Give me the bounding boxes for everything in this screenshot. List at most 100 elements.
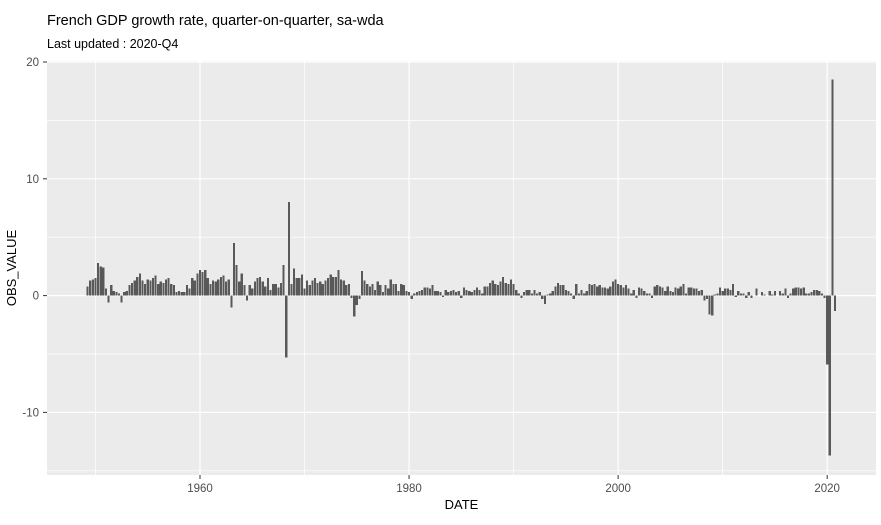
gdp-bar bbox=[635, 295, 638, 298]
gdp-bar bbox=[507, 283, 510, 296]
gdp-bar bbox=[496, 285, 500, 296]
gdp-bar bbox=[441, 295, 445, 297]
gdp-bar bbox=[157, 283, 160, 296]
gdp-bar bbox=[590, 285, 594, 296]
gdp-bar bbox=[703, 295, 706, 301]
gdp-bar bbox=[815, 289, 818, 296]
gdp-bar bbox=[669, 290, 672, 296]
gdp-bar bbox=[794, 287, 797, 296]
gdp-bar bbox=[760, 292, 763, 296]
gdp-bar bbox=[447, 292, 450, 296]
gdp-bar bbox=[525, 289, 528, 296]
gdp-bar bbox=[345, 285, 348, 296]
gdp-bar bbox=[102, 267, 105, 296]
gdp-bar bbox=[167, 278, 170, 296]
gdp-bar bbox=[588, 283, 591, 296]
axis-layer: 20 10 0 -10 1960 1980 2000 2020 bbox=[22, 57, 840, 495]
gdp-bar bbox=[763, 294, 766, 296]
gdp-bar bbox=[193, 280, 196, 296]
gdp-bar bbox=[630, 293, 633, 296]
gdp-bar bbox=[564, 289, 567, 296]
gdp-bar bbox=[543, 295, 547, 304]
gdp-bar bbox=[141, 280, 144, 296]
gdp-bar bbox=[214, 281, 217, 296]
gdp-bar bbox=[89, 280, 92, 296]
gdp-bar bbox=[104, 288, 108, 296]
gdp-bar bbox=[232, 243, 236, 296]
gdp-bar bbox=[549, 293, 552, 296]
gdp-bar bbox=[577, 293, 581, 296]
gdp-bar bbox=[716, 293, 719, 296]
gdp-bar bbox=[509, 279, 513, 296]
gdp-bar bbox=[554, 286, 557, 296]
gdp-bar bbox=[768, 290, 771, 296]
gdp-bar bbox=[277, 287, 280, 296]
gdp-bar bbox=[569, 293, 573, 296]
gdp-bar bbox=[219, 276, 223, 296]
gdp-bar bbox=[656, 285, 659, 296]
gdp-bar bbox=[488, 282, 492, 296]
plot-panel bbox=[47, 61, 876, 475]
gdp-bar bbox=[468, 290, 471, 296]
gdp-bar bbox=[269, 289, 272, 296]
gdp-bar bbox=[700, 289, 703, 296]
gdp-bar bbox=[397, 290, 400, 296]
gdp-bar bbox=[292, 268, 296, 296]
gdp-bar bbox=[321, 283, 324, 296]
gdp-bar bbox=[603, 287, 607, 296]
gdp-bar bbox=[235, 265, 238, 296]
gdp-bar bbox=[334, 276, 337, 296]
gdp-bar bbox=[520, 295, 523, 298]
x-tick-label: 1960 bbox=[187, 483, 213, 495]
gdp-bar bbox=[146, 279, 149, 296]
gdp-bar bbox=[136, 276, 139, 296]
gdp-bar bbox=[410, 295, 413, 300]
gdp-bar bbox=[342, 280, 345, 296]
gdp-bar bbox=[191, 278, 194, 296]
gdp-bar bbox=[358, 295, 361, 300]
gdp-bar bbox=[311, 280, 314, 296]
gdp-bar bbox=[609, 286, 612, 296]
gdp-bar bbox=[251, 288, 254, 296]
gdp-bar bbox=[266, 278, 270, 296]
gdp-bar bbox=[813, 289, 816, 296]
gdp-bar bbox=[517, 293, 520, 296]
gdp-bar bbox=[708, 295, 711, 315]
gdp-bar bbox=[802, 287, 805, 296]
gdp-bar bbox=[363, 280, 366, 296]
x-tick-label: 2000 bbox=[605, 483, 631, 495]
gdp-bar bbox=[379, 285, 382, 296]
gdp-bar bbox=[188, 288, 191, 296]
gdp-bar bbox=[324, 280, 327, 296]
gdp-bar bbox=[771, 294, 774, 296]
gdp-bar bbox=[308, 285, 311, 296]
gdp-bar bbox=[627, 288, 630, 296]
gdp-bar bbox=[91, 279, 94, 296]
gdp-bar bbox=[742, 293, 745, 296]
gdp-bar bbox=[792, 288, 795, 296]
gdp-bar bbox=[512, 283, 515, 296]
gdp-bar bbox=[360, 271, 364, 296]
y-axis-title: OBS_VALUE bbox=[4, 230, 19, 307]
x-tick-label: 2020 bbox=[814, 483, 840, 495]
gdp-bar bbox=[138, 273, 141, 296]
gdp-bar bbox=[99, 266, 102, 296]
gdp-bar bbox=[96, 262, 100, 296]
gdp-bar bbox=[164, 279, 168, 296]
gdp-bar bbox=[389, 279, 392, 296]
gdp-bar bbox=[415, 292, 418, 296]
gdp-bar bbox=[718, 287, 722, 296]
gdp-bar bbox=[306, 280, 309, 296]
gdp-bar bbox=[394, 283, 398, 296]
gdp-bar bbox=[405, 290, 408, 296]
gdp-bar bbox=[444, 289, 447, 296]
gdp-bar bbox=[721, 290, 724, 296]
gdp-bar bbox=[483, 286, 486, 296]
gdp-bar bbox=[619, 285, 622, 296]
gdp-bar bbox=[329, 274, 332, 296]
gdp-bar bbox=[494, 283, 497, 296]
gdp-bar bbox=[209, 283, 212, 296]
gdp-bar bbox=[316, 282, 319, 296]
gdp-bar bbox=[643, 290, 646, 296]
gdp-bar bbox=[807, 293, 810, 296]
